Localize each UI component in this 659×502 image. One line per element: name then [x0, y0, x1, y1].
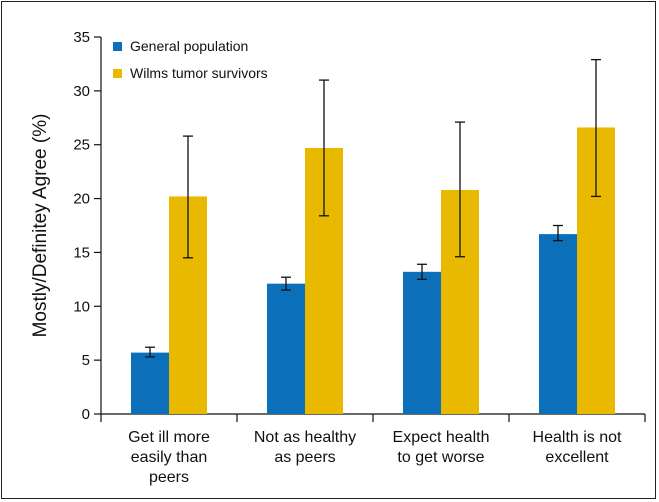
y-axis-label: Mostly/Definitey Agree (%): [30, 114, 51, 338]
bar-general-population: [403, 271, 441, 414]
category-label: Get ill more: [128, 429, 210, 446]
bar-general-population: [539, 234, 577, 414]
category-label: peers: [149, 469, 189, 486]
legend-label: Wilms tumor survivors: [130, 65, 268, 81]
y-tick-label: 15: [73, 244, 90, 261]
bar-general-population: [131, 352, 169, 414]
bars: [131, 127, 615, 414]
category-label: as peers: [274, 449, 335, 466]
category-label: Health is not: [533, 429, 622, 446]
category-label: to get worse: [397, 449, 484, 466]
y-tick-label: 20: [73, 191, 90, 208]
y-tick-label: 30: [73, 83, 90, 100]
axes: 0 5 10 15 20 25 30 35 Get ill more easily than pee…: [73, 29, 646, 486]
error-bars: [145, 58, 601, 358]
legend: General population Wilms tumor survivors: [113, 38, 268, 81]
category-label: excellent: [545, 449, 609, 466]
category-label: Expect health: [393, 429, 490, 446]
category-label: Not as healthy: [254, 429, 356, 446]
y-tick-label: 35: [73, 29, 90, 46]
y-tick-label: 25: [73, 137, 90, 154]
legend-swatch: [113, 42, 122, 51]
y-tick-label: 5: [82, 352, 90, 369]
legend-label: General population: [130, 38, 248, 54]
legend-swatch: [113, 69, 122, 78]
bar-general-population: [267, 283, 305, 414]
y-tick-label: 0: [82, 406, 90, 423]
category-label: easily than: [131, 449, 208, 466]
y-tick-label: 10: [73, 298, 90, 315]
